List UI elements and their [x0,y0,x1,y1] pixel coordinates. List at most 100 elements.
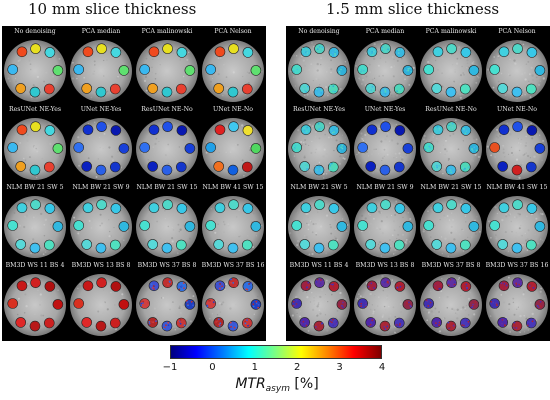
vial-speckle [305,130,308,132]
vial-speckle [365,304,367,307]
vial-speckle [330,130,333,133]
vial-map [468,65,480,76]
phantom-panel: BM3D WS 13 BS 8 [68,260,134,341]
vial-map [250,143,262,154]
vial-map [109,83,121,95]
vial-speckle [383,327,386,330]
vial-speckle [329,85,332,87]
vial-map [148,46,160,58]
panel-label: No denoising [298,28,340,35]
vial-map [526,281,538,292]
vial-map [365,161,377,172]
vial-map [43,239,55,251]
vial-speckle [465,130,468,133]
vial-map [525,239,537,251]
vial-map [205,142,216,153]
vial-speckle [307,281,310,284]
vial-speckle [316,327,319,330]
vial-map [175,239,187,251]
vial-map [96,121,107,132]
vial-speckle [329,163,332,165]
panel-label: UNet NE-No [496,106,538,113]
vial-speckle [295,299,298,302]
phantom-image [420,118,482,180]
vial-speckle [302,283,305,285]
vial-speckle [467,322,470,325]
vial-map [110,47,122,58]
vial-speckle [335,321,338,324]
vial-map [139,64,150,75]
panel-label: PCA median [81,28,121,35]
panel-label: BM3D WS 13 BS 8 [71,262,131,269]
panel-label: PCA malinowski [141,28,193,35]
vial-speckle [513,321,516,324]
vial-speckle [292,305,295,307]
vial-speckle [334,49,337,52]
vial-speckle [165,324,167,327]
vial-map [148,202,160,214]
vial-map [96,43,107,54]
phantom-image [136,196,198,258]
vial-speckle [183,319,186,322]
vial-map [534,299,546,310]
vial-speckle [426,300,429,303]
vial-speckle [334,323,336,325]
vial-map [96,277,107,288]
phantom-panel: NLM BW 21 SW 5 [286,182,352,263]
vial-speckle [320,89,323,92]
vial-map [299,239,311,250]
vial-speckle [308,284,310,287]
phantom-image [420,40,482,102]
vial-map [228,43,239,54]
vial-map [402,143,414,154]
vial-speckle [539,300,542,303]
vial-speckle [501,319,504,321]
vial-speckle [384,90,387,93]
vial-map [489,142,500,153]
vial-map [52,299,64,310]
vial-speckle [320,126,323,128]
vial-speckle [407,69,410,72]
vial-speckle [248,283,250,285]
panel-label: NLM BW 21 SW 5 [6,184,64,191]
phantom-image [288,118,350,180]
vial-speckle [320,169,323,172]
phantom-panel: ResUNet NE-Yes [286,104,352,185]
vial-speckle [503,282,506,285]
vial-map [110,125,122,136]
vial-speckle [255,300,258,303]
phantom-image [288,40,350,102]
phantom-panel: ResUNet NE-No [418,104,484,185]
vial-map [7,298,18,309]
vial-speckle [372,318,375,320]
vial-map [366,280,378,292]
vial-speckle [405,303,408,306]
vial-speckle [526,324,529,327]
vial-speckle [382,92,385,95]
vial-speckle [465,283,468,286]
phantom-image [70,274,132,336]
phantom-panel: NLM BW 41 SW 15 [200,182,266,263]
vial-speckle [317,323,320,326]
phantom-image [202,196,264,258]
vial-map [205,64,216,75]
vial-speckle [215,321,218,323]
vial-speckle [315,47,318,50]
vial-speckle [435,287,438,290]
vial-speckle [536,304,539,307]
vial-speckle [435,322,437,324]
phantom-image [486,274,548,336]
vial-map [432,202,444,214]
vial-map [526,125,538,136]
vial-map [81,83,93,94]
vial-map [16,124,28,136]
phantom-panel: NLM BW 21 SW 15 [134,182,200,263]
phantom-image [486,118,548,180]
vial-map [228,199,239,210]
vial-speckle [461,324,464,326]
vial-map [380,121,391,132]
vial-map [110,203,122,214]
vial-map [365,317,377,328]
vial-speckle [453,281,456,284]
vial-map [394,125,406,136]
